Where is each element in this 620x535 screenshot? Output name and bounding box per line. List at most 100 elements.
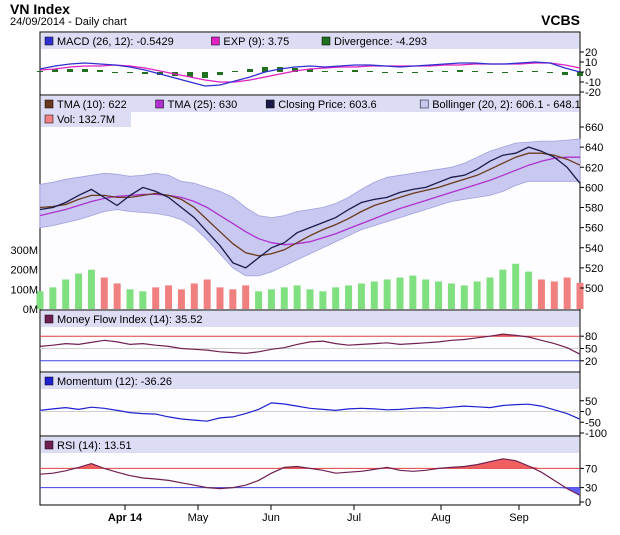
volume-bar [563,277,571,309]
price-legend-swatch [44,114,54,124]
x-axis-label: Apr 14 [108,512,143,524]
volume-bar [62,279,70,309]
volume-bar [113,283,121,309]
tma10-line [39,152,581,257]
price-legend-label: Bollinger (20, 2): 606.1 - 648.1 [432,99,581,111]
volume-bar [177,289,185,309]
price-vol-legend-bg [41,112,131,127]
volume-bar [229,289,237,309]
mfi-legend-label: Money Flow Index (14): 35.52 [57,314,203,326]
macd-divergence-bar [307,69,313,72]
macd-divergence-bar [457,70,463,72]
rsi-tick-label: 70 [585,463,597,475]
price-legend-swatch [44,99,54,109]
volume-tick-label: 200M [10,265,38,277]
momentum-legend-swatch [44,376,54,386]
volume-bar [49,287,57,309]
price-tick-label: 600 [585,182,603,194]
macd-divergence-bar [532,71,538,72]
momentum-tick-label: -50 [585,417,601,429]
volume-bar [75,273,83,309]
macd-legend-swatch [211,36,220,46]
mfi-line [39,333,581,355]
macd-divergence-bar [202,72,208,78]
macd-divergence-bar [427,71,433,72]
chart-title: VN Index [10,1,70,17]
volume-bar [319,291,327,309]
price-legend-swatch [265,99,275,109]
macd-divergence-bar [262,67,268,72]
macd-divergence-bar [487,72,493,73]
macd-legend-swatch [44,36,54,46]
price-legend-bg [41,96,579,112]
macd-divergence-bar [502,72,508,73]
momentum-tick-label: 0 [585,407,591,419]
macd-divergence-bar [472,71,478,72]
macd-divergence-bar [37,71,43,72]
volume-bar [87,269,95,309]
macd-divergence-bar [442,71,448,72]
mfi-tick-label: 80 [585,331,597,343]
rsi-line [39,458,581,496]
macd-divergence-bar [517,71,523,72]
volume-tick-label: 300M [10,245,38,257]
volume-bar [255,291,263,309]
macd-divergence-bar [547,72,553,73]
volume-bar [345,285,353,309]
volume-bar [499,269,507,309]
x-axis-label: Aug [431,512,451,524]
volume-bar [383,279,391,309]
macd-tick-label: 10 [585,57,597,69]
rsi-legend-label: RSI (14): 13.51 [57,440,132,452]
volume-bar [370,281,378,309]
closing-price-line [39,146,581,269]
chart-subtitle: 24/09/2014 - Daily chart [10,16,127,28]
rsi-overbought-fill [40,458,580,469]
macd-divergence-bar [337,71,343,72]
macd-divergence-bar [322,71,328,72]
x-axis-label: Jun [262,512,280,524]
rsi-tick-label: 30 [585,483,597,495]
volume-bar [36,291,44,309]
volume-bar [293,285,301,309]
volume-bar [576,282,584,309]
rsi-legend-swatch [44,440,54,450]
volume-bar [512,263,520,309]
mfi-legend-swatch [44,314,54,324]
macd-divergence-bar [82,69,88,72]
price-tick-label: 640 [585,142,603,154]
momentum-legend-bg [41,373,579,389]
macd-divergence-bar [352,70,358,72]
volume-bar [216,287,224,309]
macd-divergence-bar [232,71,238,72]
momentum-line [39,402,581,422]
volume-bar [486,277,494,309]
volume-bar [100,277,108,309]
price-tick-label: 520 [585,263,603,275]
price-tick-label: 500 [585,283,603,295]
volume-tick-label: 0M [23,304,38,316]
price-legend-swatch [419,99,429,109]
volume-bar [280,287,288,309]
volume-bar [152,287,160,309]
volume-bar [550,281,558,309]
mfi-tick-label: 20 [585,356,597,368]
volume-bar [306,289,314,309]
volume-bar [537,279,545,309]
volume-bar [357,283,365,309]
macd-divergence-bar [52,69,58,72]
macd-tick-label: 20 [585,47,597,59]
price-tick-label: 560 [585,223,603,235]
volume-bar [139,291,147,309]
rsi-legend-bg [41,437,579,453]
macd-divergence-bar [292,68,298,72]
macd-divergence-bar [247,69,253,72]
macd-legend-label: Divergence: -4.293 [334,36,427,48]
price-legend-label: TMA (10): 622 [57,99,127,111]
rsi-tick-label: 0 [585,497,591,509]
bollinger-band [39,138,581,277]
macd-divergence-bar [217,72,223,75]
price-tick-label: 540 [585,243,603,255]
macd-divergence-bar [397,72,403,73]
brand-label: VCBS [541,12,580,28]
